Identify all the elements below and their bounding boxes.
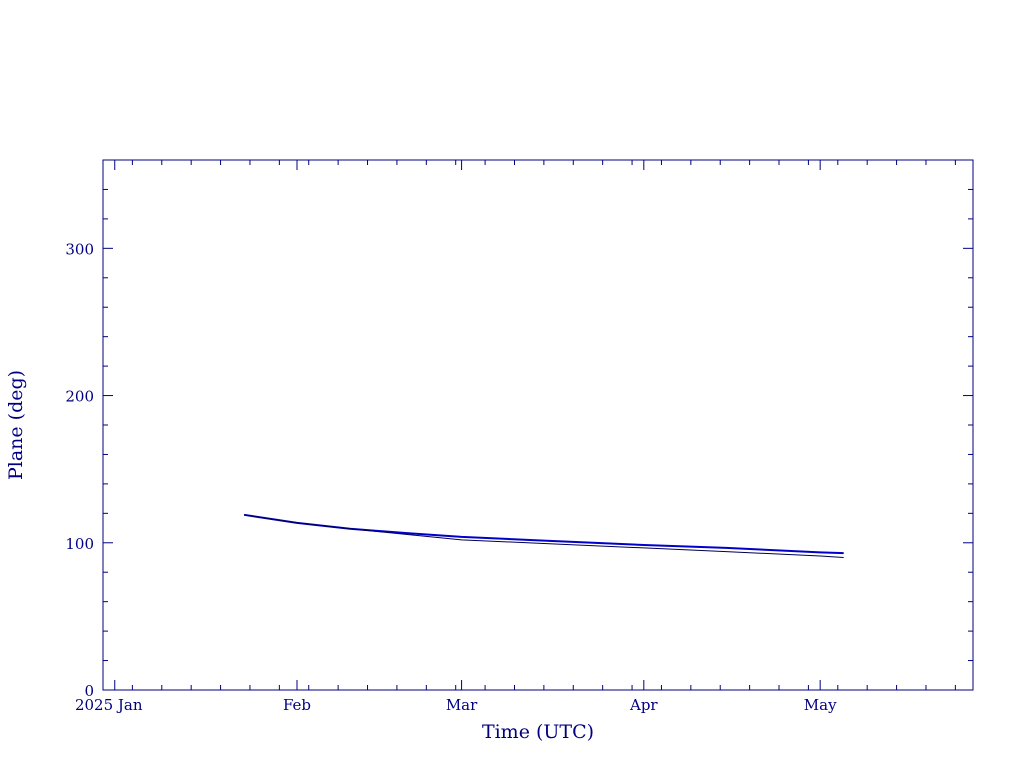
x-tick-label: Feb [283,696,311,714]
plot-frame [102,159,974,691]
y-tick-label: 200 [65,388,94,406]
series-line-2 [244,514,844,558]
y-tick-label: 100 [65,535,94,553]
y-axis-title: Plane (deg) [5,370,27,480]
x-tick-label: Mar [446,696,478,714]
x-tick-label: May [804,696,837,714]
y-tick-label: 0 [84,682,94,700]
x-tick-label: 2025 Jan [75,696,143,714]
series-line-1 [243,513,844,555]
tick-labels: 2025 Jan Feb Mar Apr May 0 100 200 300 [65,240,837,714]
x-axis-title: Time (UTC) [482,721,594,743]
y-tick-label: 300 [65,240,94,258]
series-layer [243,513,844,558]
axis-ticks [102,159,973,691]
x-tick-label: Apr [629,696,658,714]
